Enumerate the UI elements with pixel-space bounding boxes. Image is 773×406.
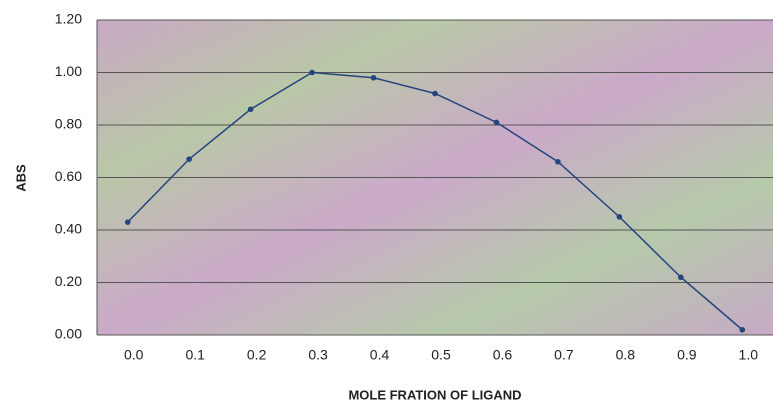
data-point bbox=[739, 326, 746, 333]
x-tick-label: 0.4 bbox=[370, 347, 390, 363]
y-tick-label: 1.20 bbox=[55, 11, 82, 27]
data-point bbox=[247, 106, 254, 113]
data-point bbox=[124, 219, 131, 225]
x-tick-label: 0.1 bbox=[185, 347, 205, 363]
x-tick-label: 0.9 bbox=[677, 347, 697, 363]
y-tick-label: 0.60 bbox=[55, 168, 82, 184]
data-point bbox=[309, 69, 315, 76]
x-tick-label: 0.3 bbox=[308, 347, 328, 363]
x-tick-label: 0.6 bbox=[493, 347, 513, 363]
x-tick-label: 0.7 bbox=[554, 347, 574, 363]
y-tick-label: 0.20 bbox=[55, 273, 82, 289]
y-tick-label: 0.80 bbox=[55, 116, 82, 132]
data-point bbox=[616, 214, 623, 220]
x-tick-label: 0.2 bbox=[247, 347, 267, 363]
data-point bbox=[370, 74, 377, 81]
x-tick-label: 0.8 bbox=[616, 347, 636, 363]
x-axis-title: MOLE FRATION OF LIGAND bbox=[348, 387, 521, 402]
x-tick-label: 0.0 bbox=[124, 347, 144, 363]
data-point bbox=[186, 156, 192, 162]
y-tick-label: 0.40 bbox=[55, 221, 82, 237]
data-point bbox=[432, 90, 438, 97]
data-point bbox=[678, 274, 684, 281]
x-tick-label: 1.0 bbox=[739, 347, 759, 363]
y-tick-label: 0.00 bbox=[55, 326, 82, 342]
data-point bbox=[493, 119, 500, 126]
data-point bbox=[555, 158, 561, 165]
x-tick-label: 0.5 bbox=[431, 347, 451, 363]
y-tick-label: 1.00 bbox=[55, 63, 82, 79]
y-axis-title: ABS bbox=[13, 164, 28, 192]
